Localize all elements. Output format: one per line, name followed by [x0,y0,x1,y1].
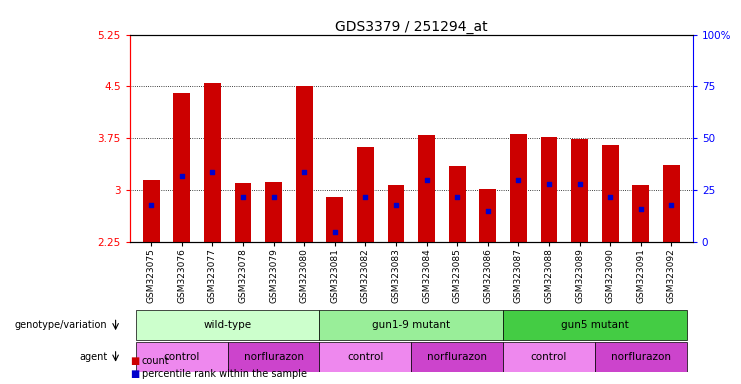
Bar [234,184,251,242]
Point [421,177,433,183]
Bar [479,189,496,242]
Point [329,229,341,235]
Text: norflurazon: norflurazon [244,352,304,362]
Bar [503,310,687,340]
Bar [602,146,619,242]
Text: percentile rank within the sample: percentile rank within the sample [142,369,307,379]
Bar [510,134,527,242]
Bar [503,342,595,372]
Bar [595,342,687,372]
Bar [136,342,227,372]
Text: control: control [164,352,200,362]
Point [543,181,555,187]
Text: control: control [347,352,384,362]
Bar [571,139,588,242]
Bar [319,342,411,372]
Text: wild-type: wild-type [204,320,252,330]
Bar [319,310,503,340]
Text: count: count [142,356,169,366]
Text: ■: ■ [130,356,139,366]
Point [451,194,463,200]
Point [482,208,494,214]
Bar [143,180,159,242]
Point [390,202,402,208]
Bar [173,93,190,242]
Point [635,206,647,212]
Bar [204,83,221,242]
Point [145,202,157,208]
Bar [411,342,503,372]
Point [176,173,187,179]
Text: genotype/variation: genotype/variation [15,320,107,330]
Point [237,194,249,200]
Text: norflurazon: norflurazon [611,352,671,362]
Bar [449,166,465,242]
Point [513,177,525,183]
Text: gun1-9 mutant: gun1-9 mutant [372,320,451,330]
Title: GDS3379 / 251294_at: GDS3379 / 251294_at [335,20,488,33]
Bar [541,137,557,242]
Bar [357,147,373,242]
Bar [326,197,343,242]
Text: norflurazon: norflurazon [427,352,487,362]
Bar [663,165,679,242]
Point [574,181,585,187]
Text: ■: ■ [130,369,139,379]
Bar [632,185,649,242]
Point [604,194,616,200]
Point [665,202,677,208]
Text: agent: agent [79,352,107,362]
Point [298,169,310,175]
Bar [388,185,405,242]
Point [359,194,371,200]
Point [207,169,219,175]
Bar [418,135,435,242]
Text: control: control [531,352,567,362]
Bar [227,342,319,372]
Bar [136,310,319,340]
Bar [265,182,282,242]
Point [268,194,279,200]
Bar [296,86,313,242]
Text: gun5 mutant: gun5 mutant [561,320,629,330]
